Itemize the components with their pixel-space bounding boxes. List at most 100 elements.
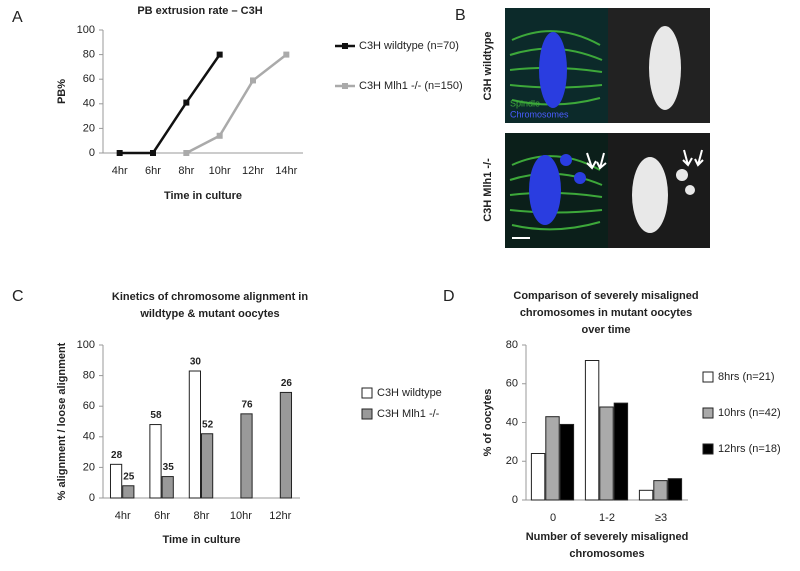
legend-label: C3H Mlh1 -/- (n=150) [359,80,463,92]
row-label: C3H Mlh1 -/- [482,158,494,222]
marker [216,51,223,58]
legend-label: C3H Mlh1 -/- [377,408,440,420]
y-tick-label: 20 [83,122,95,134]
bar [667,478,683,501]
bar [599,406,614,501]
bar [149,424,162,499]
x-tick-label: 6hr [145,165,161,177]
x-tick-label: 0 [550,512,556,524]
row-label: C3H wildtype [482,31,494,100]
count-label: 35 [163,462,175,473]
x-tick-label: 8hr [194,510,210,522]
x-tick-label: 8hr [178,165,194,177]
legend-swatch [702,443,714,455]
bar [240,413,253,499]
marker [250,77,256,84]
bar [613,402,629,501]
panel-b: B Spindle Chromosomes C3H wildtype C3H M… [455,7,710,248]
bar [279,391,293,499]
x-tick-label: 10hr [230,510,252,522]
bar [530,453,546,501]
chart-title: wildtype & mutant oocytes [139,308,279,320]
count-label: 25 [123,471,135,482]
x-tick-label: 4hr [115,510,131,522]
chart-title: chromosomes in mutant oocytes [520,307,692,319]
x-axis-label: Time in culture [164,190,242,202]
legend-label: Spindle [510,98,540,108]
panel-letter: A [12,9,23,26]
y-tick-label: 60 [506,378,518,390]
chromosomes-gray [632,26,695,233]
x-tick-label: 1-2 [599,512,615,524]
panel-letter: D [443,288,455,305]
x-tick-label: 12hr [269,510,291,522]
count-label: 76 [241,399,253,410]
y-tick-label: 80 [83,370,95,382]
count-label: 30 [190,357,202,368]
y-tick-label: 0 [89,147,95,159]
x-axis-label: Number of severely misaligned [526,531,689,543]
line [119,53,221,155]
bar [638,489,654,501]
count-label: 52 [202,419,214,430]
marker [216,132,223,139]
chart-title: Kinetics of chromosome alignment in [112,291,308,303]
count-label: 28 [111,450,123,461]
x-tick-label: 10hr [209,165,231,177]
marker [150,150,156,156]
count-label: 26 [281,378,293,389]
y-tick-label: 100 [77,339,95,351]
arrows [586,149,704,170]
bar [584,360,600,501]
panel-letter: C [12,288,24,305]
bar [545,416,560,501]
legend-swatch [702,407,714,419]
bar [122,485,135,499]
y-tick-label: 20 [83,461,95,473]
marker [183,99,190,106]
x-tick-label: 12hr [242,165,264,177]
legend-label: 12hrs (n=18) [718,443,781,455]
line [185,53,288,155]
y-tick-label: 80 [506,339,518,351]
y-tick-label: 60 [83,73,95,85]
bar [109,463,123,499]
legend-swatch [361,408,373,420]
chart-title: Comparison of severely misaligned [513,290,698,302]
bar [201,433,214,499]
x-tick-label: 14hr [275,165,297,177]
marker [283,51,290,58]
y-tick-label: 40 [506,416,518,428]
marker [183,150,190,156]
y-tick-label: 0 [512,494,518,506]
x-tick-label: 4hr [112,165,128,177]
legend-marker [342,43,348,49]
x-axis-label: chromosomes [569,548,644,560]
y-tick-label: 20 [506,455,518,467]
legend-swatch [361,387,373,399]
x-tick-label: 6hr [154,510,170,522]
y-axis-label: % of oocytes [482,389,494,457]
y-tick-label: 40 [83,431,95,443]
y-tick-label: 60 [83,400,95,412]
legend-label: 8hrs (n=21) [718,371,775,383]
panel-letter: B [455,7,466,24]
y-tick-label: 0 [89,492,95,504]
y-tick-label: 40 [83,98,95,110]
legend-label: C3H wildtype (n=70) [359,40,459,52]
y-tick-label: 100 [77,24,95,36]
bar [161,476,174,499]
y-axis-label: % alignment / loose alignment [56,342,68,500]
x-axis-label: Time in culture [162,534,240,546]
bar [559,423,575,501]
legend-swatch [702,371,714,383]
count-label: 58 [150,410,162,421]
legend-marker [342,83,348,89]
legend-label: 10hrs (n=42) [718,407,781,419]
y-axis-label: PB% [56,79,68,104]
x-tick-label: ≥3 [655,512,667,524]
marker [116,150,123,156]
bar [188,370,201,499]
legend-label: Chromosomes [510,109,569,119]
